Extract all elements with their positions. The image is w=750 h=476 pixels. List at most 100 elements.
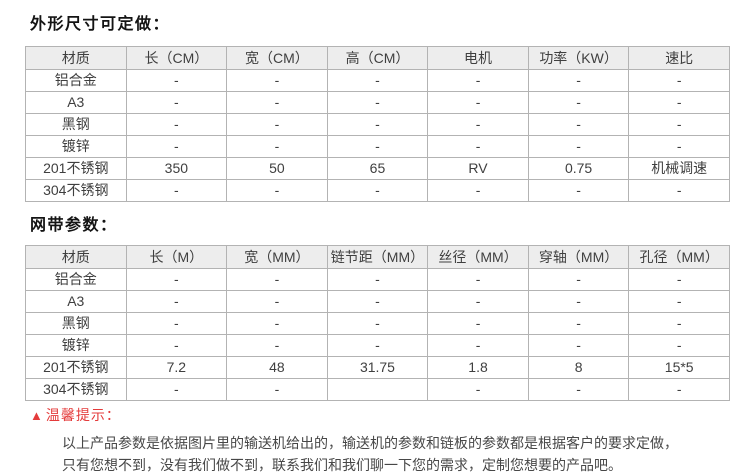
value-cell: -: [326, 312, 429, 335]
material-cell: 铝合金: [25, 69, 127, 92]
material-cell: 镀锌: [25, 334, 127, 357]
value-cell: -: [427, 312, 529, 335]
notice-line-1: 以上产品参数是依据图片里的输送机给出的，输送机的参数和链板的参数都是根据客户的要…: [62, 435, 678, 451]
value-cell: -: [326, 290, 429, 313]
material-cell: 201不锈钢: [25, 356, 127, 379]
column-header: 速比: [628, 46, 730, 70]
column-header: 长（CM）: [125, 46, 228, 70]
table-row: 201不锈钢 350 50 65 RV 0.75 机械调速: [25, 157, 730, 180]
value-cell: -: [226, 290, 328, 313]
value-cell: -: [125, 179, 228, 202]
value-cell: -: [427, 378, 529, 401]
column-header: 宽（MM）: [226, 245, 328, 269]
material-cell: 黑钢: [25, 312, 127, 335]
value-cell: -: [226, 179, 328, 202]
value-cell: -: [427, 290, 529, 313]
value-cell: -: [326, 179, 429, 202]
value-cell: -: [326, 69, 429, 92]
value-cell: 65: [326, 157, 429, 180]
value-cell: -: [527, 290, 630, 313]
table-row: A3- - - - - -: [25, 290, 730, 313]
value-cell: -: [125, 69, 228, 92]
material-cell: 201不锈钢: [25, 157, 127, 180]
value-cell: 350: [125, 157, 228, 180]
notice-text: 以上产品参数是依据图片里的输送机给出的，输送机的参数和链板的参数都是根据客户的要…: [62, 432, 750, 476]
value-cell: -: [427, 334, 529, 357]
value-cell: 机械调速: [628, 157, 730, 180]
value-cell: -: [125, 334, 228, 357]
table-header-row: 材质 长（M） 宽（MM） 链节距（MM） 丝径（MM） 穿轴（MM） 孔径（MM）: [25, 245, 730, 269]
value-cell: -: [326, 334, 429, 357]
value-cell: -: [125, 290, 228, 313]
column-header: 宽（CM）: [226, 46, 328, 70]
value-cell: 15*5: [628, 356, 730, 379]
value-cell: -: [125, 135, 228, 158]
value-cell: -: [628, 91, 730, 114]
material-cell: 黑钢: [25, 113, 127, 136]
table-row: A3- - - - - -: [25, 91, 730, 114]
value-cell: -: [527, 334, 630, 357]
column-header: 材质: [25, 245, 127, 269]
value-cell: -: [628, 69, 730, 92]
value-cell: -: [427, 268, 529, 291]
table-row: 镀锌 - - - - - -: [25, 334, 730, 357]
material-cell: 304不锈钢: [25, 179, 127, 202]
table-row: 201不锈钢 7.2 48 31.75 1.8 8 15*5: [25, 356, 730, 379]
value-cell: -: [226, 91, 328, 114]
value-cell: -: [527, 135, 630, 158]
value-cell: -: [226, 312, 328, 335]
dimensions-section-title: 外形尺寸可定做：: [30, 16, 171, 33]
table-row: 304不锈钢 - - - - - -: [25, 179, 730, 202]
value-cell: -: [628, 135, 730, 158]
column-header: 孔径（MM）: [628, 245, 730, 269]
table-row: 铝合金 - - - - - -: [25, 268, 730, 291]
value-cell: RV: [427, 157, 529, 180]
material-cell: 镀锌: [25, 135, 127, 158]
value-cell: -: [628, 312, 730, 335]
notice-line-2: 只有您想不到，没有我们做不到，联系我们和我们聊一下您的需求，定制您想要的产品吧。: [62, 457, 622, 473]
warning-title: ▲ 温馨提示：: [30, 406, 750, 425]
value-cell: -: [628, 378, 730, 401]
value-cell: -: [226, 334, 328, 357]
value-cell: 50: [226, 157, 328, 180]
table-row: 镀锌 - - - - - -: [25, 135, 730, 158]
value-cell: -: [527, 69, 630, 92]
column-header: 长（M）: [125, 245, 228, 269]
value-cell: -: [226, 135, 328, 158]
value-cell: -: [226, 268, 328, 291]
value-cell: -: [527, 113, 630, 136]
value-cell: 8: [527, 356, 630, 379]
table-row: 黑钢 - - - - - -: [25, 312, 730, 335]
material-cell: A3: [25, 91, 127, 114]
value-cell: -: [427, 179, 529, 202]
value-cell: -: [125, 312, 228, 335]
value-cell: -: [326, 91, 429, 114]
value-cell: -: [628, 334, 730, 357]
material-cell: A3: [25, 290, 127, 313]
column-header: 功率（KW）: [527, 46, 630, 70]
table-row: 黑钢 - - - - - -: [25, 113, 730, 136]
value-cell: -: [527, 179, 630, 202]
table-row: 304不锈钢 - - - - -: [25, 378, 730, 401]
column-header: 丝径（MM）: [427, 245, 529, 269]
value-cell: -: [226, 69, 328, 92]
column-header: 穿轴（MM）: [527, 245, 630, 269]
value-cell: -: [125, 378, 228, 401]
value-cell: 31.75: [326, 356, 429, 379]
value-cell: -: [125, 268, 228, 291]
value-cell: -: [527, 312, 630, 335]
value-cell: -: [427, 113, 529, 136]
value-cell: -: [326, 268, 429, 291]
value-cell: -: [628, 179, 730, 202]
table-row: 铝合金 - - - - - -: [25, 69, 730, 92]
value-cell: -: [628, 268, 730, 291]
value-cell: -: [226, 378, 328, 401]
column-header: 材质: [25, 46, 127, 70]
value-cell: -: [527, 378, 630, 401]
value-cell: -: [427, 91, 529, 114]
warning-triangle-icon: ▲: [30, 408, 44, 423]
value-cell: -: [527, 91, 630, 114]
column-header: 电机: [427, 46, 529, 70]
value-cell: -: [226, 113, 328, 136]
column-header: 链节距（MM）: [326, 245, 429, 269]
